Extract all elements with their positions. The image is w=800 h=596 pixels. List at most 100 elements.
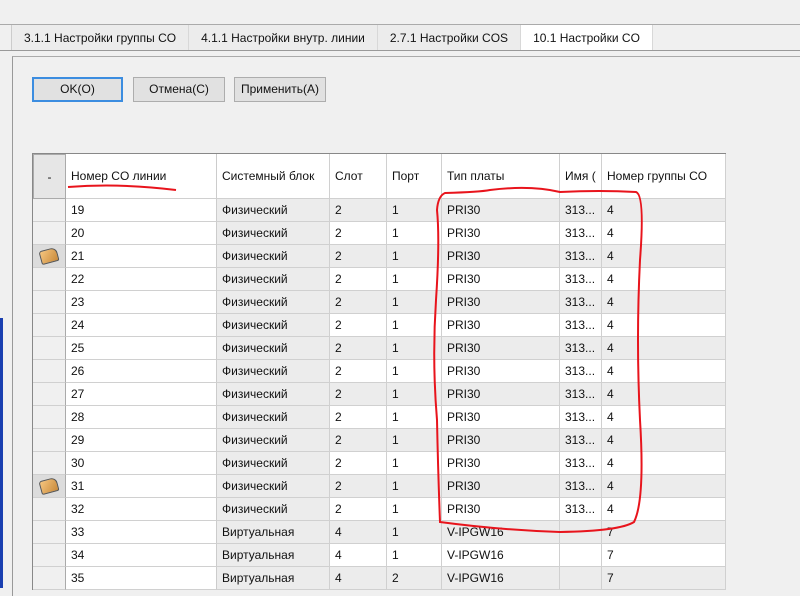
co-group-cell[interactable]: 7 (602, 567, 726, 590)
system-unit-cell[interactable]: Физический (217, 337, 330, 360)
co-number-cell[interactable]: 34 (66, 544, 217, 567)
table-row[interactable]: 25 Физический 2 1 PRI30 313... 4 (33, 337, 726, 360)
slot-cell[interactable]: 2 (330, 498, 387, 521)
co-number-cell[interactable]: 28 (66, 406, 217, 429)
card-type-cell[interactable]: PRI30 (442, 406, 560, 429)
table-row[interactable]: 35 Виртуальная 4 2 V-IPGW16 7 (33, 567, 726, 590)
card-type-cell[interactable]: PRI30 (442, 314, 560, 337)
row-header[interactable] (33, 452, 66, 475)
port-cell[interactable]: 1 (387, 521, 442, 544)
co-group-cell[interactable]: 4 (602, 199, 726, 222)
slot-cell[interactable]: 2 (330, 222, 387, 245)
row-header[interactable] (33, 567, 66, 590)
row-header[interactable] (33, 291, 66, 314)
card-type-cell[interactable]: PRI30 (442, 268, 560, 291)
port-cell[interactable]: 1 (387, 452, 442, 475)
slot-cell[interactable]: 2 (330, 475, 387, 498)
co-number-cell[interactable]: 26 (66, 360, 217, 383)
name-cell[interactable]: 313... (560, 291, 602, 314)
system-unit-cell[interactable]: Физический (217, 383, 330, 406)
co-group-cell[interactable]: 4 (602, 245, 726, 268)
table-row[interactable]: 26 Физический 2 1 PRI30 313... 4 (33, 360, 726, 383)
table-row[interactable]: 20 Физический 2 1 PRI30 313... 4 (33, 222, 726, 245)
co-number-cell[interactable]: 35 (66, 567, 217, 590)
port-cell[interactable]: 1 (387, 406, 442, 429)
co-number-cell[interactable]: 23 (66, 291, 217, 314)
name-cell[interactable]: 313... (560, 498, 602, 521)
port-cell[interactable]: 1 (387, 337, 442, 360)
port-cell[interactable]: 1 (387, 360, 442, 383)
row-header[interactable] (33, 406, 66, 429)
table-row[interactable]: 19 Физический 2 1 PRI30 313... 4 (33, 199, 726, 222)
row-header[interactable] (33, 498, 66, 521)
row-header[interactable] (33, 429, 66, 452)
port-cell[interactable]: 1 (387, 498, 442, 521)
slot-cell[interactable]: 2 (330, 337, 387, 360)
system-unit-cell[interactable]: Физический (217, 406, 330, 429)
tab-co-group-settings[interactable]: 3.1.1 Настройки группы CO (12, 25, 190, 50)
col-slot[interactable]: Слот (330, 154, 387, 199)
card-type-cell[interactable]: PRI30 (442, 429, 560, 452)
co-group-cell[interactable]: 4 (602, 475, 726, 498)
slot-cell[interactable]: 4 (330, 521, 387, 544)
co-number-cell[interactable]: 19 (66, 199, 217, 222)
table-row[interactable]: 27 Физический 2 1 PRI30 313... 4 (33, 383, 726, 406)
system-unit-cell[interactable]: Физический (217, 475, 330, 498)
co-number-cell[interactable]: 22 (66, 268, 217, 291)
card-type-cell[interactable]: PRI30 (442, 452, 560, 475)
ok-button[interactable]: OK(O) (32, 77, 123, 102)
card-type-cell[interactable]: PRI30 (442, 475, 560, 498)
card-type-cell[interactable]: PRI30 (442, 383, 560, 406)
name-cell[interactable]: 313... (560, 314, 602, 337)
port-cell[interactable]: 1 (387, 475, 442, 498)
table-row[interactable]: 34 Виртуальная 4 1 V-IPGW16 7 (33, 544, 726, 567)
card-type-cell[interactable]: V-IPGW16 (442, 567, 560, 590)
co-number-cell[interactable]: 27 (66, 383, 217, 406)
table-row[interactable]: 33 Виртуальная 4 1 V-IPGW16 7 (33, 521, 726, 544)
co-number-cell[interactable]: 24 (66, 314, 217, 337)
co-number-cell[interactable]: 25 (66, 337, 217, 360)
table-row[interactable]: 30 Физический 2 1 PRI30 313... 4 (33, 452, 726, 475)
card-type-cell[interactable]: PRI30 (442, 245, 560, 268)
row-header[interactable] (33, 475, 66, 498)
cancel-button[interactable]: Отмена(C) (133, 77, 225, 102)
co-group-cell[interactable]: 4 (602, 406, 726, 429)
col-card-type[interactable]: Тип платы (442, 154, 560, 199)
port-cell[interactable]: 2 (387, 567, 442, 590)
port-cell[interactable]: 1 (387, 245, 442, 268)
co-number-cell[interactable]: 31 (66, 475, 217, 498)
name-cell[interactable] (560, 567, 602, 590)
card-type-cell[interactable]: V-IPGW16 (442, 544, 560, 567)
system-unit-cell[interactable]: Физический (217, 429, 330, 452)
card-type-cell[interactable]: PRI30 (442, 360, 560, 383)
name-cell[interactable]: 313... (560, 406, 602, 429)
card-type-cell[interactable]: PRI30 (442, 498, 560, 521)
slot-cell[interactable]: 2 (330, 429, 387, 452)
co-group-cell[interactable]: 4 (602, 360, 726, 383)
table-row[interactable]: 21 Физический 2 1 PRI30 313... 4 (33, 245, 726, 268)
row-header[interactable] (33, 360, 66, 383)
co-group-cell[interactable]: 7 (602, 521, 726, 544)
slot-cell[interactable]: 4 (330, 567, 387, 590)
co-number-cell[interactable]: 32 (66, 498, 217, 521)
card-type-cell[interactable]: V-IPGW16 (442, 521, 560, 544)
port-cell[interactable]: 1 (387, 222, 442, 245)
system-unit-cell[interactable]: Физический (217, 314, 330, 337)
tab-co-settings[interactable]: 10.1 Настройки CO (521, 25, 653, 50)
row-header[interactable] (33, 222, 66, 245)
port-cell[interactable]: 1 (387, 291, 442, 314)
co-group-cell[interactable]: 4 (602, 291, 726, 314)
port-cell[interactable]: 1 (387, 544, 442, 567)
table-row[interactable]: 23 Физический 2 1 PRI30 313... 4 (33, 291, 726, 314)
co-number-cell[interactable]: 33 (66, 521, 217, 544)
co-group-cell[interactable]: 4 (602, 337, 726, 360)
name-cell[interactable]: 313... (560, 360, 602, 383)
name-cell[interactable]: 313... (560, 199, 602, 222)
card-type-cell[interactable]: PRI30 (442, 291, 560, 314)
co-number-cell[interactable]: 29 (66, 429, 217, 452)
slot-cell[interactable]: 2 (330, 452, 387, 475)
port-cell[interactable]: 1 (387, 314, 442, 337)
row-header[interactable] (33, 544, 66, 567)
port-cell[interactable]: 1 (387, 429, 442, 452)
name-cell[interactable]: 313... (560, 268, 602, 291)
